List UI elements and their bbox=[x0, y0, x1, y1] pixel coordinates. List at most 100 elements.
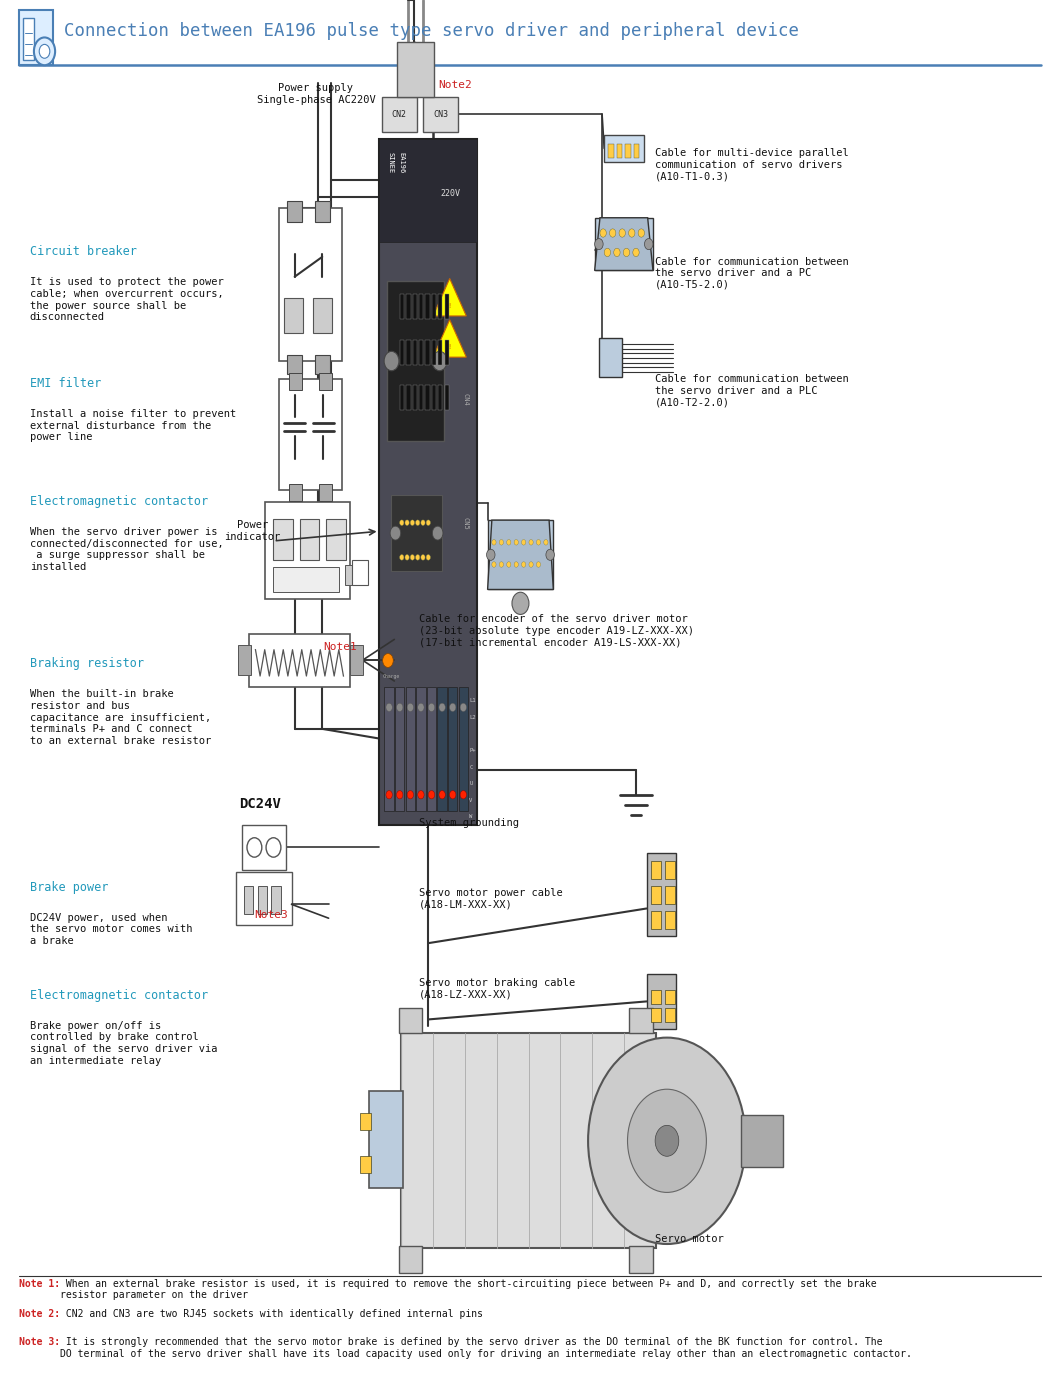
Text: Servo motor power cable
(A18-LM-XXX-XX): Servo motor power cable (A18-LM-XXX-XX) bbox=[419, 888, 563, 910]
Bar bbox=[488, 520, 553, 589]
Text: Note1: Note1 bbox=[323, 642, 357, 652]
Circle shape bbox=[522, 540, 526, 545]
Bar bbox=[417, 687, 426, 811]
Text: SINEE: SINEE bbox=[388, 153, 394, 173]
Circle shape bbox=[410, 555, 414, 560]
Bar bbox=[284, 298, 303, 333]
Text: It is used to protect the power
cable; when overcurrent occurs,
the power source: It is used to protect the power cable; w… bbox=[30, 277, 224, 322]
Bar bbox=[444, 386, 448, 411]
Bar bbox=[431, 294, 436, 319]
Bar bbox=[630, 1008, 653, 1033]
Bar bbox=[419, 340, 423, 365]
Bar bbox=[395, 687, 405, 811]
Bar bbox=[344, 565, 357, 585]
Bar bbox=[279, 208, 342, 361]
Text: Servo motor braking cable
(A18-LZ-XXX-XX): Servo motor braking cable (A18-LZ-XXX-XX… bbox=[419, 978, 575, 1000]
Bar bbox=[617, 144, 622, 158]
Circle shape bbox=[432, 351, 447, 370]
Text: P+: P+ bbox=[470, 748, 476, 753]
Bar bbox=[319, 373, 332, 390]
Circle shape bbox=[544, 540, 548, 545]
Text: Servo motor: Servo motor bbox=[655, 1234, 724, 1244]
Bar bbox=[319, 484, 332, 501]
Circle shape bbox=[499, 540, 504, 545]
Bar bbox=[604, 135, 644, 162]
Text: L2: L2 bbox=[470, 714, 476, 720]
Text: Power supply
Single-phase AC220V: Power supply Single-phase AC220V bbox=[257, 83, 375, 105]
Circle shape bbox=[638, 229, 644, 237]
Bar bbox=[412, 386, 417, 411]
Circle shape bbox=[610, 229, 616, 237]
Bar bbox=[438, 340, 442, 365]
Bar bbox=[425, 294, 429, 319]
Circle shape bbox=[600, 229, 606, 237]
Text: !: ! bbox=[447, 302, 452, 309]
Text: Note2: Note2 bbox=[438, 80, 472, 90]
Bar bbox=[406, 294, 410, 319]
Bar bbox=[313, 298, 332, 333]
Circle shape bbox=[428, 791, 435, 799]
Circle shape bbox=[460, 791, 466, 799]
Circle shape bbox=[396, 703, 403, 712]
Circle shape bbox=[499, 562, 504, 567]
Bar bbox=[651, 1008, 661, 1022]
Bar bbox=[369, 1092, 403, 1189]
Circle shape bbox=[405, 555, 409, 560]
Circle shape bbox=[400, 520, 404, 526]
Bar bbox=[258, 886, 267, 914]
Polygon shape bbox=[595, 218, 653, 270]
Text: CN3: CN3 bbox=[434, 110, 448, 119]
Circle shape bbox=[492, 562, 496, 567]
Text: When an external brake resistor is used, it is required to remove the short-circ: When an external brake resistor is used,… bbox=[59, 1279, 877, 1301]
Bar bbox=[634, 144, 639, 158]
Circle shape bbox=[421, 520, 425, 526]
Bar bbox=[625, 144, 631, 158]
Bar bbox=[431, 340, 436, 365]
Circle shape bbox=[628, 1089, 706, 1193]
Circle shape bbox=[407, 703, 413, 712]
Text: When the built-in brake
resistor and bus
capacitance are insufficient,
terminals: When the built-in brake resistor and bus… bbox=[30, 689, 211, 746]
Bar bbox=[379, 139, 477, 825]
Bar bbox=[279, 379, 342, 490]
Bar bbox=[326, 519, 346, 560]
Circle shape bbox=[418, 703, 424, 712]
Text: Brake power: Brake power bbox=[30, 881, 108, 893]
Bar bbox=[448, 687, 458, 811]
Circle shape bbox=[546, 549, 554, 560]
Bar bbox=[19, 10, 53, 65]
Circle shape bbox=[421, 555, 425, 560]
Bar bbox=[244, 886, 253, 914]
Bar bbox=[385, 687, 394, 811]
Bar bbox=[406, 340, 410, 365]
Circle shape bbox=[439, 791, 445, 799]
Polygon shape bbox=[434, 319, 466, 356]
Bar bbox=[608, 144, 614, 158]
Text: Note 2:: Note 2: bbox=[19, 1309, 60, 1319]
Circle shape bbox=[34, 37, 55, 65]
Bar bbox=[651, 990, 661, 1004]
Circle shape bbox=[522, 562, 526, 567]
Bar bbox=[419, 386, 423, 411]
Text: Note3: Note3 bbox=[254, 910, 288, 920]
Circle shape bbox=[396, 791, 403, 799]
Text: Electromagnetic contactor: Electromagnetic contactor bbox=[30, 989, 208, 1001]
Bar bbox=[273, 519, 293, 560]
Text: Cable for communication between
the servo driver and a PLC
(A10-T2-2.0): Cable for communication between the serv… bbox=[655, 374, 849, 408]
Bar bbox=[242, 825, 286, 870]
Bar bbox=[444, 294, 448, 319]
Text: Cable for multi-device parallel
communication of servo drivers
(A10-T1-0.3): Cable for multi-device parallel communic… bbox=[655, 148, 849, 182]
Text: L1: L1 bbox=[470, 698, 476, 703]
Circle shape bbox=[439, 703, 445, 712]
Bar bbox=[391, 495, 442, 571]
Bar bbox=[651, 861, 661, 879]
Bar bbox=[287, 201, 302, 222]
Bar bbox=[360, 1114, 371, 1130]
Text: CN4: CN4 bbox=[462, 394, 469, 406]
Bar bbox=[360, 1157, 371, 1173]
Text: When the servo driver power is
connected/disconnected for use,
 a surge suppress: When the servo driver power is connected… bbox=[30, 527, 224, 571]
Text: Connection between EA196 pulse type servo driver and peripheral device: Connection between EA196 pulse type serv… bbox=[64, 22, 798, 39]
Text: Note 3:: Note 3: bbox=[19, 1337, 60, 1347]
Circle shape bbox=[655, 1125, 678, 1157]
Circle shape bbox=[460, 703, 466, 712]
Text: Braking resistor: Braking resistor bbox=[30, 657, 144, 670]
